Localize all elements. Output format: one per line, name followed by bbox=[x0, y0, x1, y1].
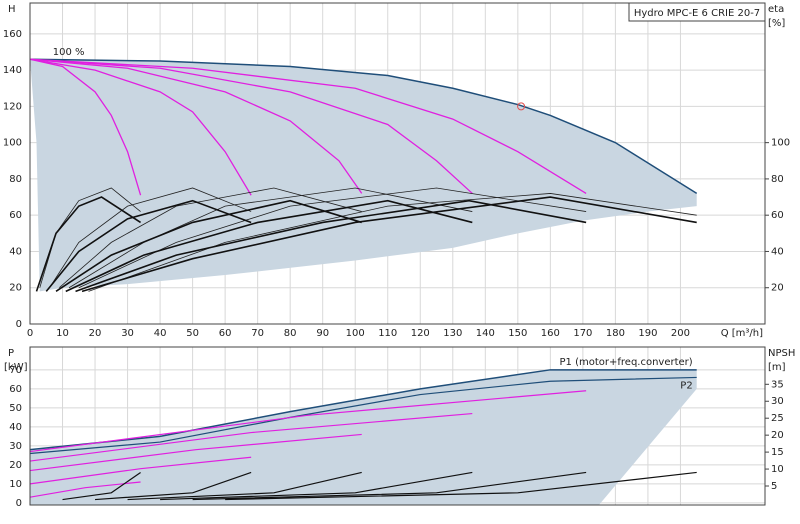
x-tick-label: 80 bbox=[284, 328, 297, 339]
x-label: Q [m³/h] bbox=[721, 328, 763, 339]
curve bbox=[29, 58, 698, 195]
y-tick-label: 0 bbox=[16, 319, 22, 330]
x-tick-label: 180 bbox=[606, 328, 625, 339]
x-tick-label: 50 bbox=[186, 328, 199, 339]
y2-tick-label: 25 bbox=[771, 413, 784, 424]
y-label: H bbox=[8, 4, 16, 15]
y2-tick-label: 5 bbox=[771, 481, 777, 492]
region bbox=[30, 369, 697, 505]
y-tick-label: 60 bbox=[9, 384, 22, 395]
y-tick-label: 140 bbox=[3, 65, 22, 76]
x-tick-label: 160 bbox=[541, 328, 560, 339]
curve bbox=[55, 199, 362, 293]
x-tick-label: 130 bbox=[443, 328, 462, 339]
x-tick-label: 70 bbox=[251, 328, 264, 339]
curve bbox=[29, 58, 142, 196]
curve bbox=[81, 196, 697, 293]
curve bbox=[29, 433, 362, 472]
y-tick-label: 20 bbox=[9, 283, 22, 294]
curve bbox=[45, 199, 252, 292]
x-tick-label: 140 bbox=[476, 328, 495, 339]
curve bbox=[160, 471, 473, 501]
x-tick-label: 10 bbox=[56, 328, 69, 339]
x-tick-label: 120 bbox=[411, 328, 430, 339]
x-tick-label: 60 bbox=[219, 328, 232, 339]
curve bbox=[88, 193, 697, 292]
y2-label: NPSH bbox=[768, 348, 795, 359]
curve bbox=[75, 199, 587, 293]
y-label: P bbox=[8, 348, 14, 359]
y-tick-label: 100 bbox=[3, 138, 22, 149]
y-tick-label: 20 bbox=[9, 460, 22, 471]
curve bbox=[29, 58, 473, 194]
y2-tick-label: 30 bbox=[771, 396, 784, 407]
x-tick-label: 30 bbox=[121, 328, 134, 339]
y2-tick-label: 10 bbox=[771, 464, 784, 475]
x-tick-label: 100 bbox=[346, 328, 365, 339]
series-label: P1 (motor+freq.converter) bbox=[560, 357, 693, 368]
curve bbox=[49, 187, 252, 288]
y-tick-label: 10 bbox=[9, 479, 22, 490]
y-tick-label: 60 bbox=[9, 210, 22, 221]
y2-unit: [%] bbox=[768, 18, 785, 29]
curve bbox=[29, 456, 252, 485]
y2-tick-label: 80 bbox=[771, 174, 784, 185]
annotation: 100 % bbox=[53, 47, 85, 58]
y2-tick-label: 40 bbox=[771, 246, 784, 257]
y-tick-label: 160 bbox=[3, 29, 22, 40]
y2-label: eta bbox=[768, 4, 784, 15]
curve bbox=[29, 412, 473, 462]
curve bbox=[68, 187, 473, 289]
y-tick-label: 30 bbox=[9, 441, 22, 452]
y2-tick-label: 100 bbox=[771, 138, 790, 149]
plot-frame bbox=[29, 346, 766, 506]
y-unit: [kW] bbox=[4, 362, 28, 373]
model-name: Hydro MPC-E 6 CRIE 20-7 bbox=[634, 8, 760, 19]
curve bbox=[29, 369, 697, 451]
y2-unit: [m] bbox=[768, 362, 786, 373]
y-tick-label: 40 bbox=[9, 422, 22, 433]
x-tick-label: 170 bbox=[573, 328, 592, 339]
x-tick-label: 190 bbox=[638, 328, 657, 339]
curve bbox=[29, 58, 587, 194]
y2-tick-label: 35 bbox=[771, 379, 784, 390]
y2-tick-label: 20 bbox=[771, 283, 784, 294]
curve bbox=[127, 471, 362, 501]
curve bbox=[78, 187, 587, 289]
curve bbox=[192, 471, 587, 501]
x-tick-label: 0 bbox=[27, 328, 33, 339]
y-tick-label: 0 bbox=[16, 498, 22, 509]
curve bbox=[59, 187, 362, 289]
curve bbox=[29, 58, 252, 196]
y-tick-label: 50 bbox=[9, 403, 22, 414]
plot-frame bbox=[29, 2, 766, 325]
curve bbox=[95, 471, 252, 501]
curve bbox=[29, 390, 587, 453]
x-tick-label: 90 bbox=[316, 328, 329, 339]
y2-tick-label: 60 bbox=[771, 210, 784, 221]
series-label: P2 bbox=[680, 380, 692, 391]
x-tick-label: 40 bbox=[154, 328, 167, 339]
curve bbox=[225, 471, 697, 501]
x-tick-label: 150 bbox=[508, 328, 527, 339]
curve bbox=[35, 196, 142, 292]
y-tick-label: 70 bbox=[9, 365, 22, 376]
y2-tick-label: 20 bbox=[771, 430, 784, 441]
curve bbox=[29, 58, 363, 194]
operating-point bbox=[517, 102, 526, 111]
x-tick-label: 110 bbox=[378, 328, 397, 339]
model-box bbox=[628, 2, 766, 22]
curve bbox=[29, 481, 141, 498]
region bbox=[30, 59, 697, 292]
y-tick-label: 120 bbox=[3, 101, 22, 112]
curve bbox=[29, 376, 697, 455]
y-tick-label: 40 bbox=[9, 246, 22, 257]
x-tick-label: 20 bbox=[89, 328, 102, 339]
x-tick-label: 200 bbox=[671, 328, 690, 339]
y-tick-label: 80 bbox=[9, 174, 22, 185]
curve bbox=[62, 471, 141, 501]
y2-tick-label: 15 bbox=[771, 447, 784, 458]
